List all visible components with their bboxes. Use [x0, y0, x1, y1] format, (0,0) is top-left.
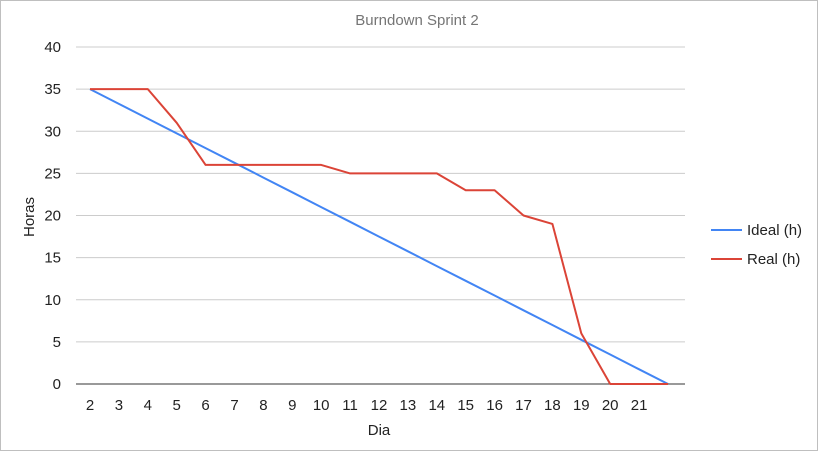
x-tick-label: 8: [259, 397, 267, 414]
x-tick-label: 11: [342, 397, 358, 414]
x-tick-label: 19: [573, 397, 590, 414]
x-tick-label: 7: [230, 397, 238, 414]
y-tick-label: 25: [44, 165, 61, 182]
x-tick-label: 3: [115, 397, 123, 414]
x-tick-label: 5: [173, 397, 181, 414]
x-tick-label: 9: [288, 397, 296, 414]
x-tick-label: 16: [486, 397, 503, 414]
y-tick-label: 35: [44, 81, 61, 98]
x-tick-label: 18: [544, 397, 561, 414]
chart-title: Burndown Sprint 2: [355, 12, 478, 29]
grid-lines: [76, 46, 685, 385]
x-tick-label: 6: [201, 397, 209, 414]
x-axis-title: Dia: [368, 422, 391, 439]
x-tick-label: 20: [602, 397, 619, 414]
legend: Ideal (h) Real (h): [711, 222, 802, 268]
y-axis-title: Horas: [21, 197, 38, 237]
y-tick-label: 30: [44, 123, 61, 140]
y-tick-label: 10: [44, 292, 61, 309]
x-tick-label: 13: [400, 397, 417, 414]
y-tick-label: 40: [44, 39, 61, 56]
y-tick-label: 15: [44, 250, 61, 267]
x-tick-label: 14: [428, 397, 445, 414]
x-tick-label: 2: [86, 397, 94, 414]
legend-label: Real (h): [747, 251, 800, 268]
x-tick-label: 17: [515, 397, 532, 414]
x-tick-label: 12: [371, 397, 388, 414]
x-tick-label: 15: [457, 397, 474, 414]
series-line-real-h: [90, 88, 668, 385]
x-tick-label: 4: [144, 397, 152, 414]
y-tick-label: 5: [53, 334, 61, 351]
series-line-ideal-h: [89, 88, 669, 385]
y-tick-label: 20: [44, 208, 61, 225]
x-tick-labels: 2 3 4 5 6 7 8 9 10 11 12 13 14 15 16 17 18 19 20 21: [86, 397, 648, 414]
y-tick-label: 0: [53, 376, 61, 393]
legend-label: Ideal (h): [747, 222, 802, 239]
x-tick-label: 21: [631, 397, 648, 414]
x-tick-label: 10: [313, 397, 330, 414]
series-lines: [89, 88, 669, 385]
y-tick-labels: 0 5 10 15 20 25 30 35 40: [44, 39, 61, 393]
